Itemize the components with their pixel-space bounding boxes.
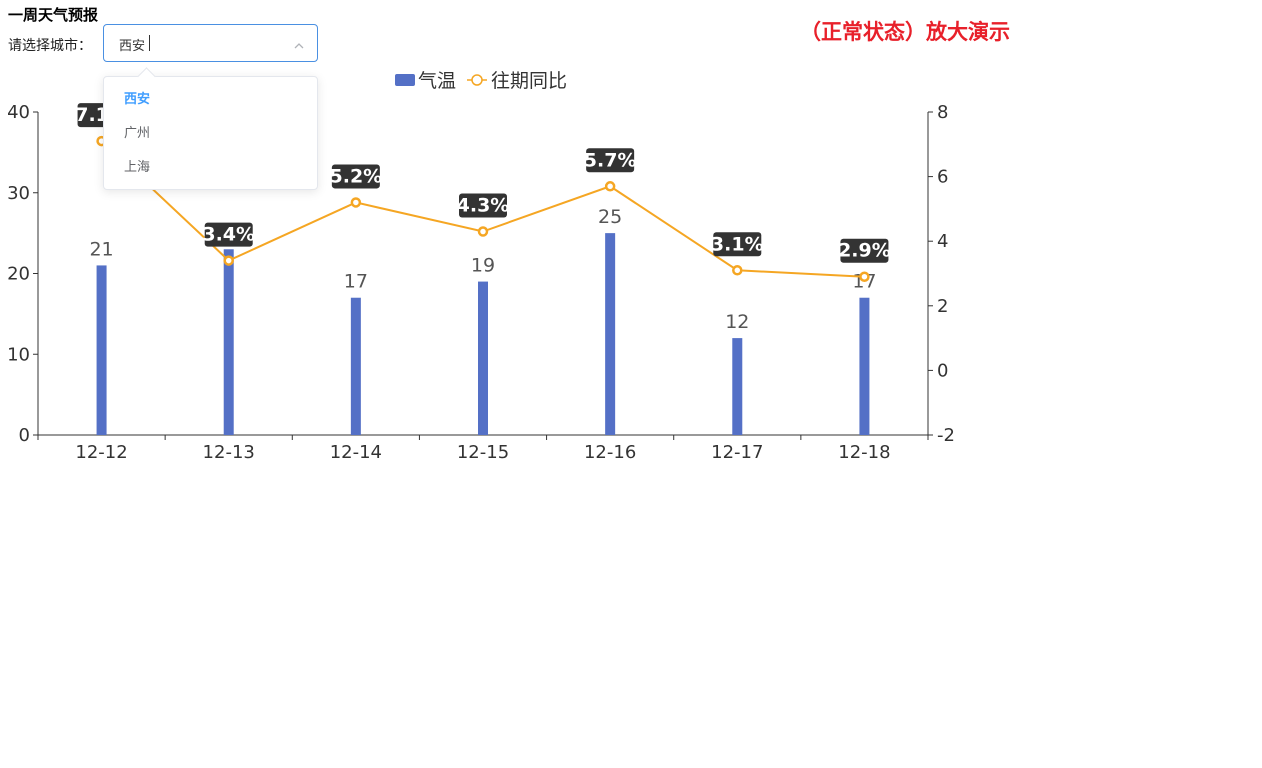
y-right-tick-label: 0	[937, 360, 948, 381]
y-right-tick-label: 2	[937, 296, 948, 317]
x-tick-label: 12-18	[838, 442, 890, 463]
line-point	[223, 255, 234, 266]
bar	[859, 297, 870, 435]
y-right-tick-label: 8	[937, 102, 948, 123]
pct-label-bg	[204, 222, 253, 247]
y-left-tick-label: 20	[7, 264, 30, 285]
bar	[350, 297, 361, 435]
pct-label: 5.2%	[330, 165, 383, 187]
y-right-tick-label: 4	[937, 231, 948, 252]
line-point	[859, 271, 870, 282]
line-point	[350, 197, 362, 208]
y-right-tick-label: 6	[937, 167, 948, 188]
pct-label-bg	[586, 148, 635, 173]
legend-bar-label: 气温	[418, 70, 456, 92]
line-point	[477, 226, 489, 237]
bar-value-label: 25	[598, 206, 622, 228]
pct-label: 3.1%	[711, 233, 764, 255]
legend-bar-swatch	[395, 74, 415, 86]
bar	[96, 265, 107, 435]
pct-label: 2.9%	[838, 240, 891, 262]
bar-value-label: 19	[471, 255, 495, 277]
bar-value-label: 17	[344, 271, 368, 293]
bar	[605, 233, 616, 435]
bar	[732, 338, 743, 435]
status-banner: （正常状态）放大演示	[800, 20, 1010, 44]
city-select-value: 西安	[119, 39, 146, 54]
city-dropdown: 西安 广州 上海	[103, 67, 318, 191]
legend-line-label: 往期同比	[491, 70, 567, 92]
legend-line-marker	[471, 74, 483, 86]
x-tick-label: 12-12	[75, 442, 127, 463]
pct-label: 5.7%	[584, 149, 637, 171]
pct-label-bg	[713, 232, 762, 257]
bar-value-label: 12	[725, 311, 749, 333]
bar	[478, 281, 488, 435]
y-left-tick-label: 0	[19, 425, 30, 446]
city-select[interactable]: 西安	[103, 24, 318, 62]
chevron-up-icon[interactable]	[293, 37, 305, 56]
text-cursor	[149, 35, 150, 51]
line-point	[604, 181, 616, 192]
line-point	[732, 265, 743, 276]
x-tick-label: 12-16	[584, 442, 636, 463]
page-title: 一周天气预报	[8, 6, 99, 24]
y-left-tick-label: 30	[7, 183, 30, 204]
x-tick-label: 12-17	[711, 442, 763, 463]
x-tick-label: 12-14	[330, 442, 382, 463]
y-left-tick-label: 10	[7, 344, 30, 365]
pct-label-bg	[459, 193, 507, 218]
x-tick-label: 12-15	[457, 442, 509, 463]
y-right-tick-label: -2	[937, 425, 955, 446]
pct-label: 3.4%	[202, 224, 255, 246]
city-option[interactable]: 上海	[124, 160, 151, 175]
city-select-label: 请选择城市：	[8, 38, 92, 54]
y-left-tick-label: 40	[7, 102, 30, 123]
pct-label-bg	[331, 164, 380, 189]
city-options-list: 西安 广州 上海	[104, 77, 317, 191]
x-tick-label: 12-13	[203, 442, 255, 463]
pct-label-bg	[840, 238, 889, 263]
city-option[interactable]: 广州	[124, 126, 151, 141]
pct-label: 4.3%	[457, 195, 510, 217]
bar	[223, 249, 234, 435]
bar-value-label: 21	[89, 238, 113, 260]
city-option[interactable]: 西安	[124, 92, 151, 107]
